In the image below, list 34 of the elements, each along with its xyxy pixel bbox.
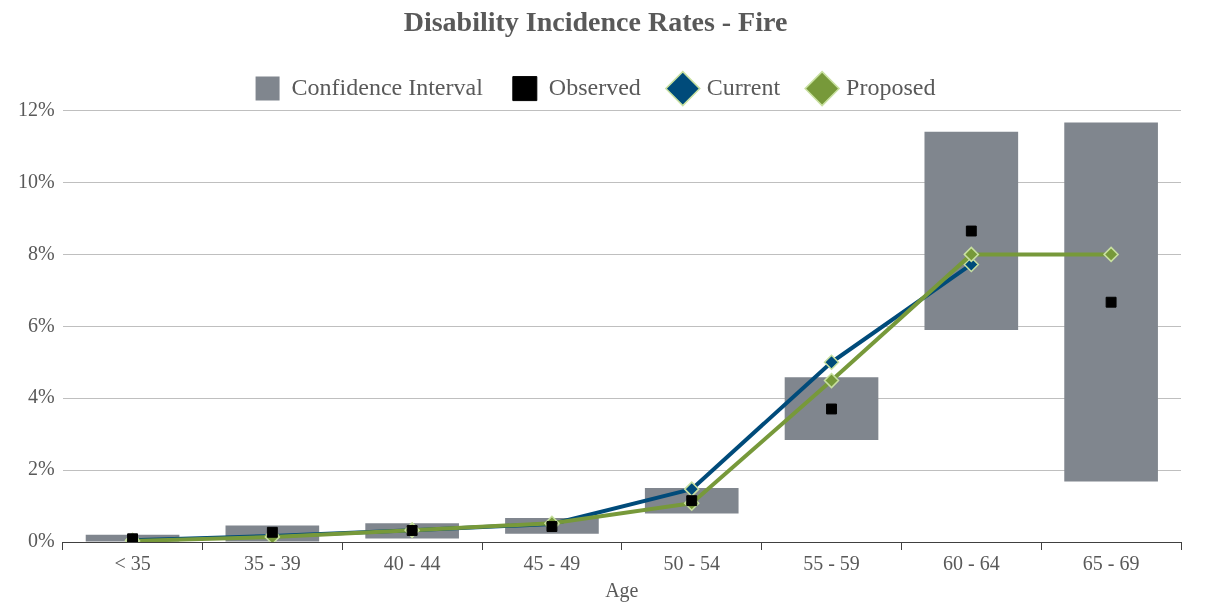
point [823, 372, 840, 389]
x-tick-label: 40 - 44 [383, 552, 441, 575]
x-tick-label: < 35 [114, 552, 151, 575]
y-tick-label: 10% [17, 169, 55, 192]
y-tick-label: 8% [27, 241, 55, 264]
chart-title: Disability Incidence Rates - Fire [403, 6, 788, 38]
point [546, 521, 558, 532]
legend-label: Proposed [846, 73, 936, 100]
y-tick-label: 0% [27, 529, 55, 552]
bar [924, 131, 1019, 330]
x-tick-label: 35 - 39 [244, 552, 301, 575]
y-tick-label: 12% [17, 97, 55, 120]
legend-label: Observed [548, 73, 641, 100]
legend-label: Current [706, 73, 781, 100]
point [963, 246, 980, 263]
y-tick-label: 2% [27, 457, 55, 480]
point [266, 526, 278, 538]
point [826, 403, 837, 415]
point [965, 225, 977, 237]
point [1103, 246, 1119, 263]
point [686, 495, 698, 507]
point [823, 354, 840, 370]
y-tick-label: 4% [27, 385, 55, 408]
x-axis-title: Age [605, 579, 639, 603]
legend-label: Confidence Interval [291, 73, 484, 100]
bar [1064, 122, 1158, 482]
x-tick-label: 45 - 49 [523, 552, 581, 575]
x-tick-label: 60 - 64 [942, 552, 1000, 575]
x-tick-label: 50 - 54 [663, 552, 721, 575]
point [683, 481, 700, 497]
point [1105, 296, 1117, 308]
x-tick-label: 65 - 69 [1082, 552, 1140, 575]
y-tick-label: 6% [27, 313, 55, 336]
x-tick-label: 55 - 59 [803, 552, 860, 575]
